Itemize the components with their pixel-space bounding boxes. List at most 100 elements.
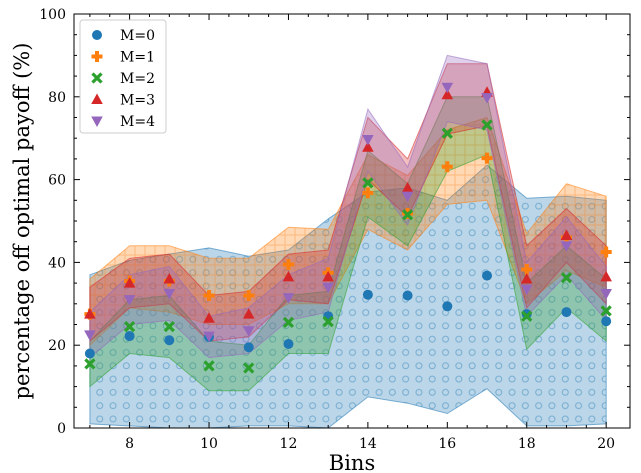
axes: 0 20 40 60 80 100 8 10 12 14 16 18 20 Bins percentage … xyxy=(10,7,631,473)
data-point xyxy=(243,362,255,374)
confidence-bands xyxy=(89,54,607,429)
data-point xyxy=(362,134,374,146)
x-tick-label: 16 xyxy=(438,436,456,452)
x-strokes xyxy=(481,119,493,131)
data-point xyxy=(560,229,573,240)
x-tick-label: 14 xyxy=(359,436,377,452)
y-tick-label: 40 xyxy=(48,255,66,271)
x-tick-label: 20 xyxy=(597,436,615,452)
data-point xyxy=(600,288,612,300)
x-tick-label: 8 xyxy=(125,436,134,452)
legend-entry-m4: M=4 xyxy=(91,114,155,130)
x-strokes xyxy=(322,315,334,328)
y-axis-label: percentage off optimal payoff (%) xyxy=(10,43,34,400)
legend-box xyxy=(79,19,167,134)
data-point xyxy=(282,316,295,329)
legend-marker xyxy=(92,30,102,40)
x-tick-label: 10 xyxy=(200,436,218,452)
y-tick-label: 20 xyxy=(48,338,66,354)
x-strokes xyxy=(401,209,414,221)
data-point xyxy=(163,320,175,333)
data-point xyxy=(560,272,573,284)
data-point xyxy=(482,270,493,281)
data-point xyxy=(282,258,294,270)
data-point xyxy=(243,342,254,353)
y-tick-label: 100 xyxy=(39,7,66,23)
x-strokes xyxy=(243,362,255,374)
data-point xyxy=(322,315,334,328)
data-point xyxy=(84,330,96,341)
legend-label: M=0 xyxy=(120,28,155,44)
x-strokes xyxy=(282,316,295,329)
data-point xyxy=(362,187,374,199)
data-point xyxy=(164,335,175,346)
data-point xyxy=(322,282,334,294)
legend-entry-m2: M=2 xyxy=(91,71,155,87)
x-strokes xyxy=(123,320,136,333)
data-point xyxy=(203,360,215,372)
series-m4 xyxy=(84,82,612,343)
data-point xyxy=(322,270,334,282)
data-point xyxy=(362,289,373,300)
data-point xyxy=(521,263,533,275)
legend-label: M=2 xyxy=(120,71,155,87)
data-point xyxy=(163,272,176,284)
data-point xyxy=(362,177,374,189)
series-m2 xyxy=(84,119,612,374)
data-point xyxy=(441,88,454,100)
data-point xyxy=(242,326,255,337)
data-point xyxy=(123,295,136,306)
data-point xyxy=(481,93,493,104)
data-point xyxy=(282,293,295,304)
data-point xyxy=(203,290,215,302)
data-point xyxy=(442,301,453,312)
legend-marker xyxy=(91,93,103,104)
y-tick-label: 80 xyxy=(48,90,66,106)
y-tick-label: 0 xyxy=(57,421,66,437)
legend-entry-m3: M=3 xyxy=(91,93,155,109)
data-point xyxy=(203,312,215,323)
data-point xyxy=(601,316,612,327)
x-strokes xyxy=(441,127,453,139)
band-hatch-m0 xyxy=(89,165,607,428)
legend-label: M=3 xyxy=(120,93,155,109)
legend-marker xyxy=(91,116,103,127)
data-point xyxy=(520,284,533,296)
data-point xyxy=(243,290,255,302)
data-point xyxy=(521,310,533,322)
data-point xyxy=(481,152,493,164)
data-point xyxy=(123,277,136,288)
x-strokes xyxy=(84,358,96,370)
data-point xyxy=(362,141,374,152)
legend-entry-m0: M=0 xyxy=(92,28,155,44)
legend-label: M=4 xyxy=(120,114,155,130)
x-strokes xyxy=(560,272,573,284)
legend-entry-m1: M=1 xyxy=(91,50,155,66)
data-point xyxy=(600,246,612,258)
y-tick-label: 60 xyxy=(48,173,66,189)
x-strokes xyxy=(203,360,215,372)
data-point xyxy=(84,308,96,319)
x-tick-label: 18 xyxy=(518,436,536,452)
data-point xyxy=(441,82,454,94)
legend-label: M=1 xyxy=(120,50,155,66)
data-point xyxy=(600,270,612,282)
x-strokes xyxy=(521,310,533,322)
data-point xyxy=(282,270,295,282)
data-point xyxy=(401,209,414,221)
data-point xyxy=(441,161,453,173)
data-point xyxy=(84,358,96,370)
data-point xyxy=(163,288,176,300)
x-axis-label: Bins xyxy=(329,451,375,473)
data-point xyxy=(401,191,414,203)
data-point xyxy=(520,272,533,284)
band-hatch-m1 xyxy=(89,117,607,346)
legend: M=0 M=1 M=2 M=3 M=4 xyxy=(79,19,167,134)
x-strokes xyxy=(163,320,175,333)
data-point xyxy=(84,348,95,359)
data-point xyxy=(402,290,413,301)
x-strokes xyxy=(362,177,374,189)
data-point xyxy=(560,241,573,252)
x-tick-label: 12 xyxy=(280,436,298,452)
